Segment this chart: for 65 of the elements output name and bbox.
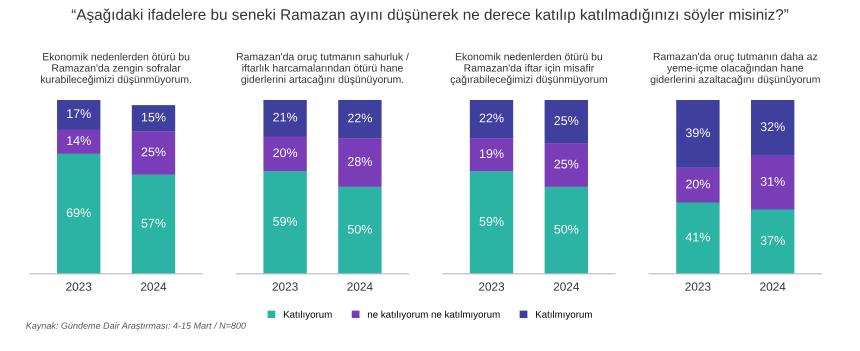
x-tick-label: 2024 (554, 282, 580, 291)
data-label: 20% (686, 180, 710, 188)
bar (470, 138, 514, 172)
x-tick-label: 2023 (66, 282, 92, 291)
bar (338, 138, 382, 187)
data-label: 50% (554, 224, 578, 234)
bar (676, 202, 720, 274)
chart-title: Ramazan'da oruç tutmanın sahurluk / iftarlık harcamalarından ötürü hane giderlerini artacağını düşünüyorum. (236, 52, 409, 86)
data-label: 19% (480, 149, 504, 158)
bar (263, 100, 307, 136)
text: Kaynak: Gündeme Dair Araştırması: 4-15 Mart / N=800 (26, 322, 246, 331)
bar (544, 143, 588, 187)
text: “Aşağıdaki ifadelere bu seneki Ramazan ayını düşünerek ne derece katılıp katılmadığınızı söyler misiniz?” (72, 8, 788, 24)
bar (132, 174, 176, 274)
data-label: 25% (554, 160, 578, 168)
data-label: 37% (760, 236, 785, 245)
x-tick-label: 2023 (272, 282, 298, 291)
data-label: 31% (760, 177, 785, 186)
bar (751, 156, 794, 210)
bar (338, 186, 382, 274)
chart-title: Ekonomik nedenlerden ötürü bu Ramazan'da iftar için misafir çağırabileceğimizi düşünmüyorum (450, 52, 607, 86)
data-label: 41% (686, 232, 710, 242)
data-label: 22% (480, 114, 504, 122)
bar (263, 171, 307, 274)
bar (132, 105, 176, 132)
bar (338, 100, 382, 138)
bar (751, 100, 794, 156)
chart-title: Ekonomik nedenlerden ötürü bu Ramazan'da zengin sofralar kurabileceğimizi düşünmüyorum. (40, 52, 191, 86)
data-label: 15% (142, 112, 166, 122)
bar (544, 186, 588, 274)
data-label: 57% (141, 218, 166, 228)
legend-label: ne katılıyorum ne katılmıyorum (368, 310, 500, 320)
bar (132, 131, 176, 175)
x-tick-label: 2023 (685, 282, 711, 291)
data-label: 28% (348, 157, 372, 166)
data-label: 25% (554, 116, 578, 126)
bar (470, 171, 514, 274)
x-tick-label: 2024 (140, 282, 166, 291)
data-label: 25% (142, 147, 166, 156)
legend-label: Katılıyorum (284, 310, 332, 320)
bar (676, 100, 720, 168)
x-tick-label: 2024 (347, 282, 373, 291)
bar (263, 136, 307, 172)
data-label: 50% (348, 224, 372, 234)
data-label: 39% (686, 128, 710, 138)
legend-label: Katılmıyorum (536, 310, 592, 320)
bar (544, 100, 588, 144)
data-label: 14% (67, 136, 91, 145)
chart-title: Ramazan'da oruç tutmanın daha az yeme-içme olacağından hane giderlerini azaltacağını düşünüyorum (650, 52, 820, 86)
bar (676, 168, 720, 203)
data-label: 59% (273, 217, 298, 226)
x-tick-label: 2023 (478, 282, 504, 291)
bar (751, 209, 794, 274)
bar (57, 130, 100, 154)
data-label: 22% (348, 114, 372, 122)
data-label: 21% (273, 112, 298, 122)
data-label: 59% (480, 217, 504, 226)
bar (57, 100, 100, 130)
bar (57, 154, 100, 274)
x-tick-label: 2024 (760, 282, 786, 291)
data-label: 32% (760, 122, 785, 132)
bar (470, 100, 514, 138)
data-label: 17% (67, 109, 91, 118)
data-label: 20% (273, 148, 298, 158)
data-label: 69% (66, 208, 91, 218)
